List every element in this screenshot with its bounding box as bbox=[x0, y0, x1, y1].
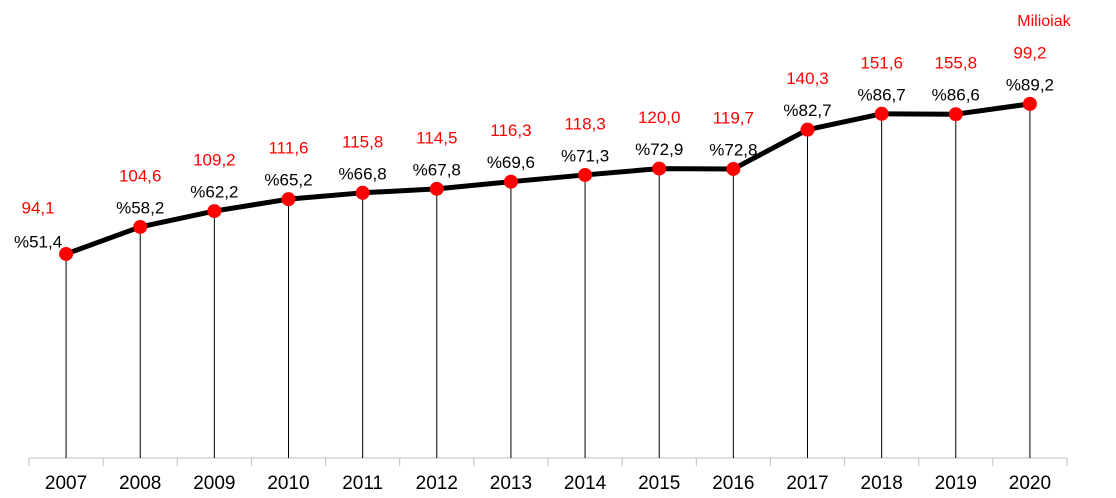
value-label: 155,8 bbox=[935, 54, 978, 73]
value-label: 116,3 bbox=[490, 121, 531, 140]
value-label: 151,6 bbox=[860, 53, 903, 72]
x-tick-label: 2015 bbox=[638, 473, 680, 494]
marker bbox=[726, 161, 741, 176]
x-tick-label: 2007 bbox=[45, 473, 87, 494]
value-label: 99,2 bbox=[1013, 43, 1046, 62]
x-tick-label: 2020 bbox=[1009, 473, 1051, 494]
value-label: %72,9 bbox=[635, 140, 683, 159]
x-tick-label: 2012 bbox=[416, 473, 458, 494]
marker bbox=[503, 174, 518, 189]
value-label: 94,1 bbox=[22, 198, 55, 217]
marker bbox=[652, 161, 667, 176]
marker bbox=[874, 106, 889, 121]
value-label: 118,3 bbox=[564, 114, 605, 133]
value-label: %69,6 bbox=[487, 153, 535, 172]
marker bbox=[578, 167, 593, 182]
x-tick-label: 2016 bbox=[712, 473, 754, 494]
x-tick-label: 2013 bbox=[490, 473, 532, 494]
x-tick-label: 2010 bbox=[267, 473, 309, 494]
value-label: %86,7 bbox=[858, 85, 906, 104]
x-tick-label: 2011 bbox=[342, 473, 383, 494]
value-label: %62,2 bbox=[190, 183, 238, 202]
value-label: %58,2 bbox=[116, 198, 164, 217]
value-label: %82,7 bbox=[783, 101, 831, 120]
value-label: %67,8 bbox=[413, 160, 461, 179]
x-tick-label: 2019 bbox=[935, 473, 977, 494]
value-label: %86,6 bbox=[932, 86, 980, 105]
value-label: 140,3 bbox=[786, 69, 829, 88]
value-label: 119,7 bbox=[713, 108, 754, 127]
marker bbox=[1022, 96, 1037, 111]
marker bbox=[59, 246, 74, 261]
value-label: 115,8 bbox=[342, 132, 383, 151]
marker bbox=[355, 185, 370, 200]
marker bbox=[429, 181, 444, 196]
value-label: 109,2 bbox=[193, 151, 236, 170]
value-label: %72,8 bbox=[709, 140, 757, 159]
x-tick-label: 2009 bbox=[193, 473, 235, 494]
value-label: 114,5 bbox=[416, 128, 457, 147]
value-label: %89,2 bbox=[1006, 75, 1054, 94]
value-label: %71,3 bbox=[561, 146, 609, 165]
x-tick-label: 2017 bbox=[786, 473, 828, 494]
marker bbox=[133, 219, 148, 234]
line bbox=[65, 101, 1031, 257]
value-label: %51,4 bbox=[14, 232, 62, 251]
x-tick-label: 2008 bbox=[119, 473, 161, 494]
marker bbox=[207, 204, 222, 219]
marker bbox=[800, 122, 815, 137]
value-label: 104,6 bbox=[119, 166, 162, 185]
value-label: %65,2 bbox=[264, 171, 312, 190]
x-tick-label: 2018 bbox=[861, 473, 903, 494]
legend-label: Milioiak bbox=[1017, 13, 1071, 30]
value-label: 111,6 bbox=[268, 139, 308, 158]
x-tick-label: 2014 bbox=[564, 473, 607, 494]
value-label: %66,8 bbox=[339, 164, 387, 183]
marker bbox=[281, 192, 296, 207]
marker bbox=[948, 107, 963, 122]
value-label: 120,0 bbox=[638, 108, 681, 127]
